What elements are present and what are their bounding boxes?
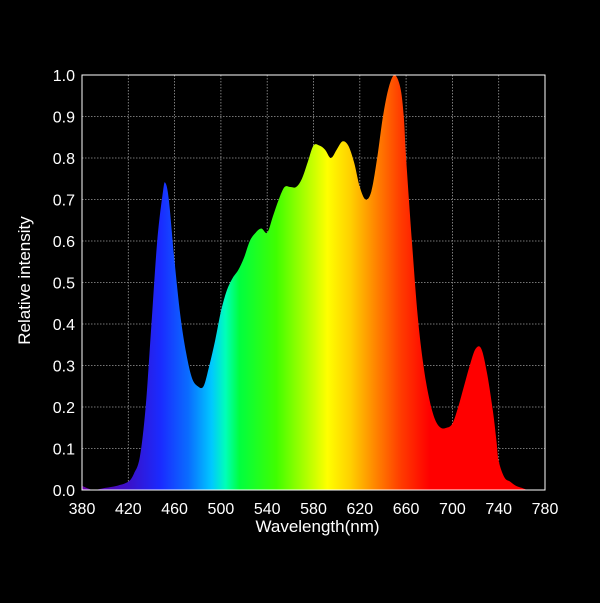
x-tick-label: 660 — [393, 501, 420, 518]
y-tick-label: 0.4 — [53, 317, 75, 334]
y-tick-label: 0.1 — [53, 442, 75, 459]
x-tick-label: 620 — [346, 501, 373, 518]
spectrum-area — [82, 75, 545, 490]
x-tick-label: 500 — [208, 501, 235, 518]
y-tick-labels: 0.0 0.1 0.2 0.3 0.4 0.5 0.6 0.7 0.8 0.9 1.0 — [53, 68, 75, 500]
x-tick-label: 740 — [485, 501, 512, 518]
plot-frame — [81, 74, 546, 491]
x-tick-labels: 380 420 460 500 540 580 620 660 700 740 780 — [69, 501, 559, 518]
y-tick-label: 0.0 — [53, 483, 75, 500]
x-tick-label: 460 — [161, 501, 188, 518]
x-axis-label: Wavelength(nm) — [255, 517, 379, 536]
x-tick-label: 420 — [115, 501, 142, 518]
y-tick-label: 0.2 — [53, 400, 75, 417]
x-tick-label: 540 — [254, 501, 281, 518]
y-tick-label: 0.6 — [53, 234, 75, 251]
y-tick-label: 0.9 — [53, 110, 75, 127]
y-tick-label: 0.8 — [53, 151, 75, 168]
x-tick-label: 780 — [532, 501, 559, 518]
x-tick-label: 380 — [69, 501, 96, 518]
y-tick-label: 0.5 — [53, 276, 75, 293]
x-tick-label: 700 — [439, 501, 466, 518]
y-tick-label: 0.7 — [53, 193, 75, 210]
y-tick-label: 1.0 — [53, 68, 75, 85]
y-tick-label: 0.3 — [53, 359, 75, 376]
x-tick-label: 580 — [300, 501, 327, 518]
y-axis-label: Relative intensity — [15, 216, 34, 345]
